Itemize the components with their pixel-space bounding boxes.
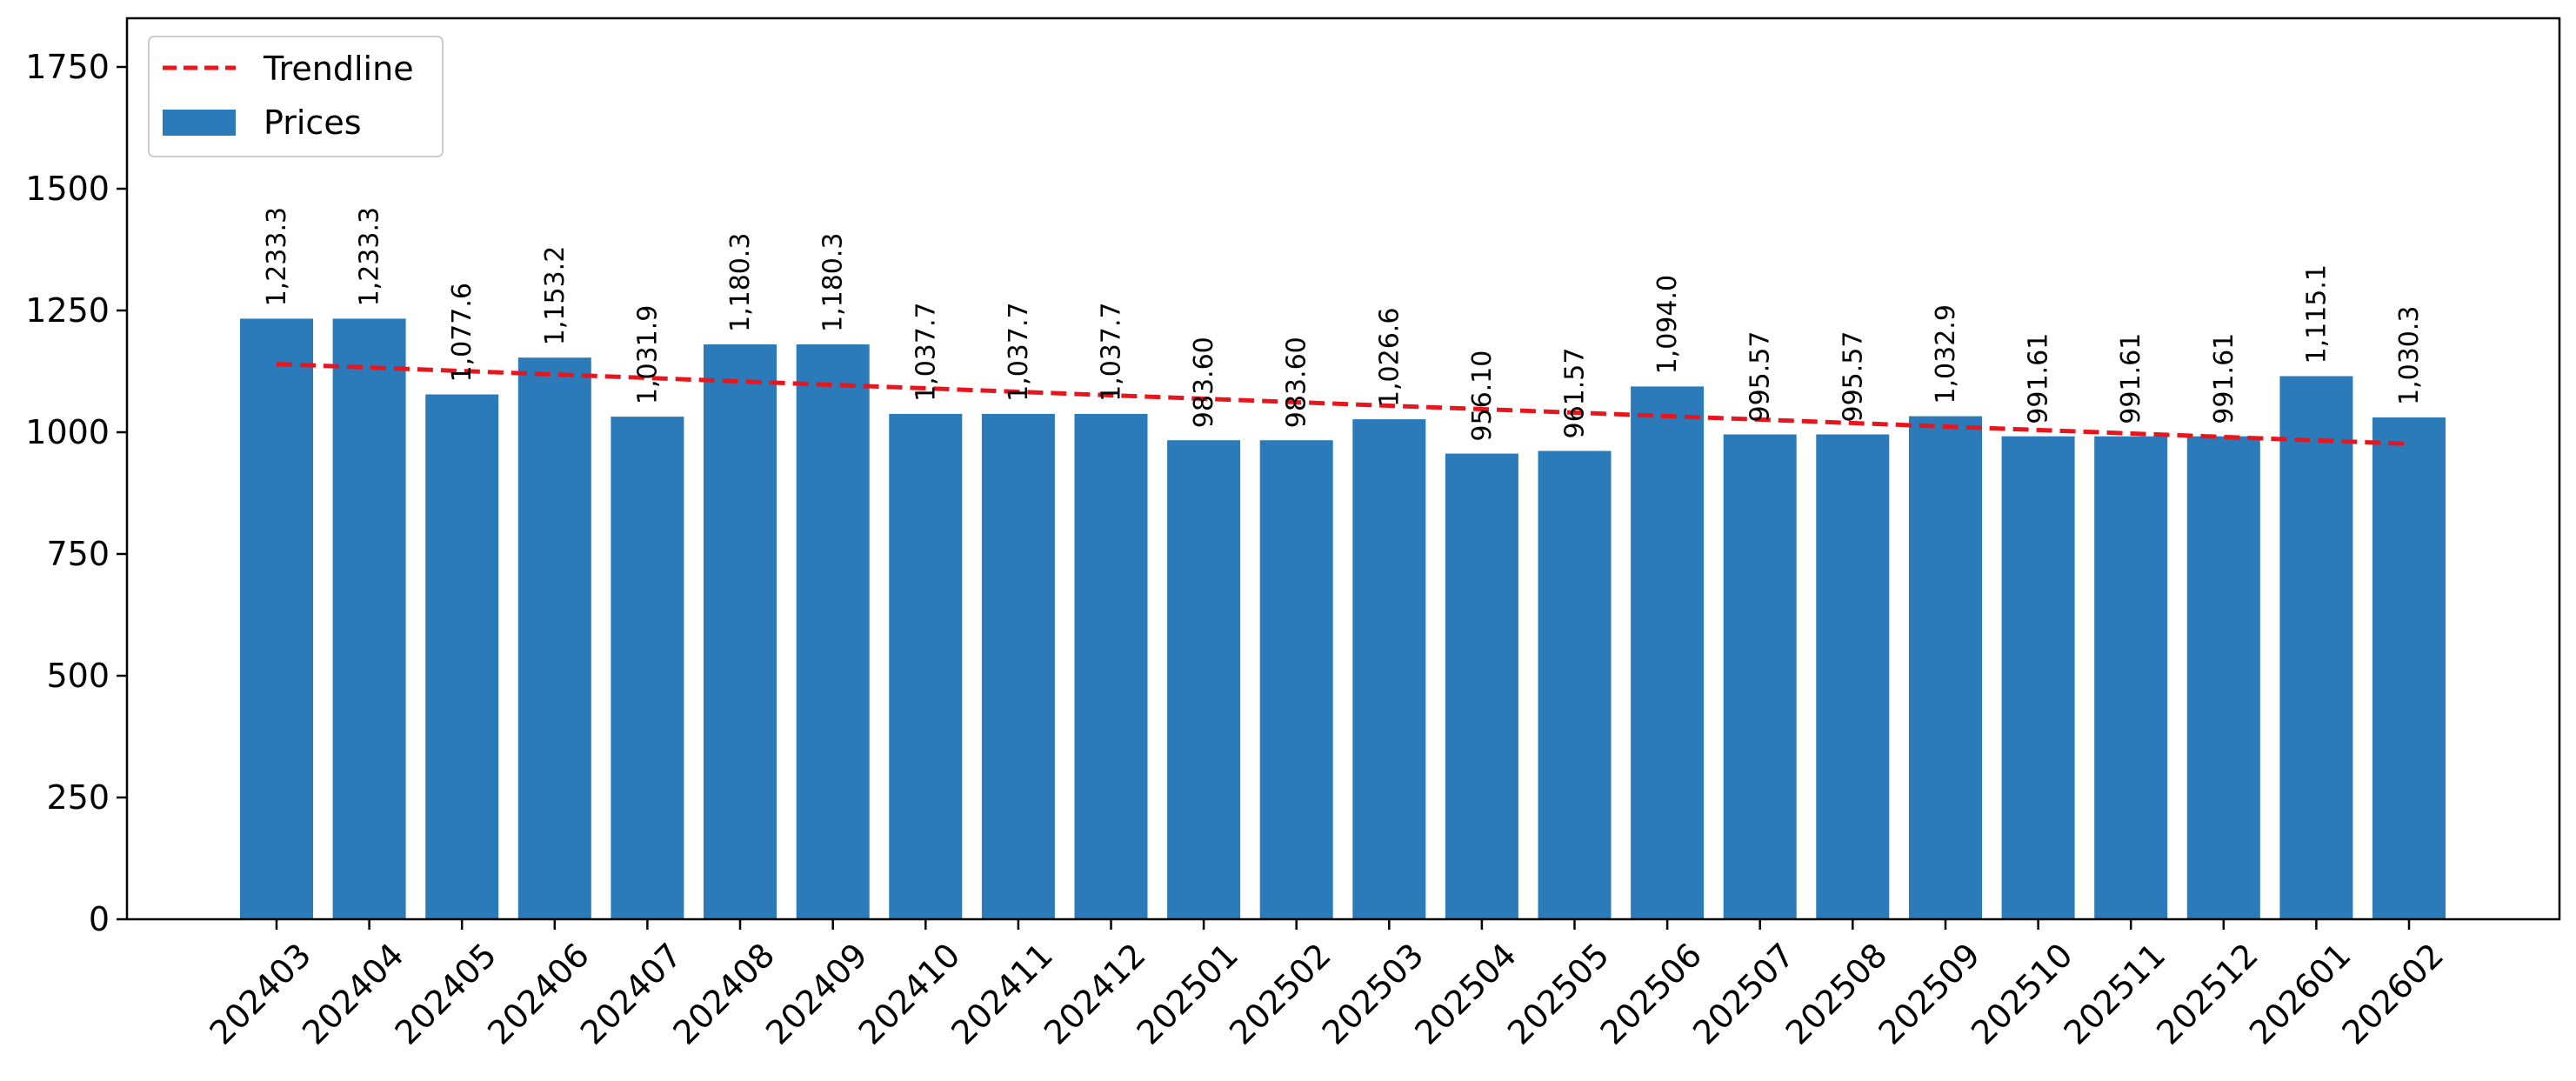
y-tick-label: 1000: [25, 413, 110, 451]
bar-value-label: 1,037.7: [1097, 302, 1127, 402]
bar-202405: [425, 394, 499, 919]
bar-202408: [704, 344, 777, 919]
legend-trendline-label: Trendline: [263, 50, 414, 88]
bar-value-label: 1,026.6: [1374, 308, 1405, 408]
x-tick-label: 202510: [1964, 936, 2080, 1052]
x-tick-label: 202504: [1407, 936, 1524, 1052]
bar-202602: [2372, 417, 2446, 919]
x-tick-label: 202512: [2149, 936, 2266, 1052]
bar-202512: [2186, 436, 2260, 919]
bar-202509: [1909, 416, 1982, 920]
bar-value-label: 1,180.3: [725, 232, 756, 332]
bar-value-label: 1,037.7: [1004, 302, 1034, 402]
bar-value-label: 1,233.3: [355, 207, 385, 307]
bar-value-label: 983.60: [1189, 337, 1219, 428]
x-tick-label: 202408: [665, 936, 782, 1052]
y-tick-label: 0: [89, 900, 110, 938]
bar-value-label: 1,030.3: [2394, 305, 2425, 405]
bar-value-label: 995.57: [1745, 331, 1776, 423]
x-tick-label: 202407: [573, 936, 690, 1052]
trendline: [276, 362, 2410, 446]
x-tick-label: 202406: [480, 936, 597, 1052]
bar-202411: [981, 413, 1055, 919]
plot-area-frame: [125, 17, 2561, 921]
x-tick-label: 202501: [1130, 936, 1246, 1052]
bar-value-label: 1,094.0: [1652, 275, 1683, 375]
bar-202504: [1445, 453, 1518, 919]
x-tick-label: 202405: [388, 936, 504, 1052]
y-tick-label: 1250: [25, 291, 110, 330]
bar-202403: [240, 318, 313, 919]
x-tick-label: 202411: [944, 936, 1060, 1052]
bar-value-label: 1,233.3: [262, 207, 292, 307]
bar-202508: [1816, 434, 1890, 919]
bar-value-label: 1,153.2: [540, 246, 571, 346]
x-tick-label: 202506: [1593, 936, 1710, 1052]
bar-labels-layer: 1,233.3 1,233.3 1,077.6 1,153.2 1,031.9 1,180…: [262, 207, 2425, 442]
x-tick-label: 202511: [2057, 936, 2173, 1052]
bar-202501: [1167, 440, 1241, 919]
bar-202507: [1723, 434, 1797, 919]
bar-202510: [2001, 436, 2075, 919]
bar-value-label: 1,115.1: [2301, 264, 2332, 364]
bar-202506: [1631, 386, 1705, 919]
legend: Trendline Prices: [148, 36, 444, 157]
x-tick-label: 202412: [1037, 936, 1153, 1052]
bar-value-label: 983.60: [1282, 337, 1312, 428]
bar-202409: [796, 344, 870, 919]
legend-prices-swatch: [163, 110, 236, 136]
x-tick-label: 202410: [851, 936, 968, 1052]
bar-202511: [2094, 436, 2168, 919]
bar-value-label: 1,037.7: [911, 302, 941, 402]
x-tick-label: 202404: [295, 936, 411, 1052]
y-tick-label: 1500: [25, 170, 110, 208]
x-tick-label: 202602: [2334, 936, 2451, 1052]
bar-202404: [332, 318, 406, 919]
bar-value-label: 995.57: [1838, 331, 1868, 423]
x-tick-label: 202409: [758, 936, 875, 1052]
x-tick-label: 202508: [1779, 936, 1895, 1052]
bar-202505: [1538, 450, 1612, 919]
y-tick-label: 750: [46, 535, 110, 573]
bar-value-label: 956.10: [1467, 350, 1498, 442]
bar-202406: [517, 357, 591, 919]
legend-prices-label: Prices: [264, 103, 362, 142]
bar-value-label: 961.57: [1560, 348, 1591, 439]
bar-202412: [1074, 413, 1148, 919]
x-tick-label: 202503: [1315, 936, 1431, 1052]
y-tick-label: 500: [46, 657, 110, 695]
x-tick-label: 202505: [1500, 936, 1617, 1052]
bar-value-label: 1,077.6: [447, 283, 477, 383]
x-tick-label: 202509: [1871, 936, 1987, 1052]
bar-value-label: 991.61: [2209, 333, 2239, 424]
x-tick-label: 202601: [2242, 936, 2359, 1052]
x-tick-label: 202403: [202, 936, 318, 1052]
bar-value-label: 991.61: [2116, 333, 2146, 424]
bar-202601: [2279, 376, 2353, 919]
bar-value-label: 1,180.3: [818, 232, 849, 332]
x-tick-label: 202502: [1222, 936, 1338, 1052]
y-tick-label: 250: [46, 778, 110, 817]
y-tick-label: 1750: [25, 48, 110, 86]
x-tick-label: 202507: [1685, 936, 1802, 1052]
bars-layer: [240, 318, 2446, 920]
bar-202410: [889, 413, 963, 919]
trendline-layer: [276, 362, 2410, 446]
bar-202407: [611, 417, 684, 920]
bar-value-label: 991.61: [2024, 333, 2054, 424]
bar-value-label: 1,032.9: [1931, 304, 1961, 404]
bar-value-label: 1,031.9: [632, 305, 663, 405]
bar-202502: [1259, 440, 1333, 919]
bar-202503: [1352, 419, 1426, 920]
